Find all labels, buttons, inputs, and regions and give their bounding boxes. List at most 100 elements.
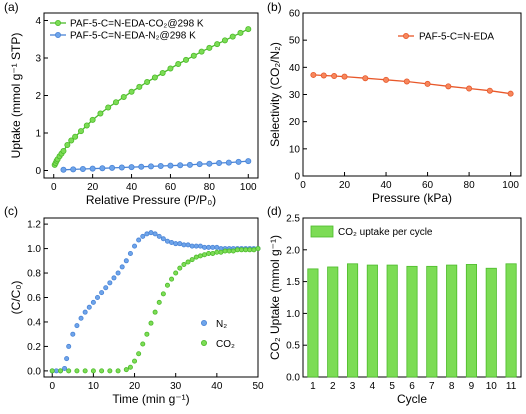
panel-label: (c) bbox=[4, 204, 18, 218]
data-point bbox=[77, 128, 84, 135]
bar bbox=[485, 267, 497, 378]
x-tick-label: 2 bbox=[330, 381, 336, 392]
data-point bbox=[136, 83, 143, 90]
data-point bbox=[214, 244, 220, 250]
data-point bbox=[90, 368, 96, 374]
data-point bbox=[181, 261, 187, 267]
data-point bbox=[185, 242, 191, 248]
y-tick-label: 2 bbox=[35, 91, 41, 102]
bar bbox=[307, 268, 319, 378]
data-point bbox=[235, 158, 242, 165]
data-point bbox=[229, 33, 236, 40]
data-point bbox=[189, 243, 195, 249]
x-tick-label: 40 bbox=[211, 381, 223, 392]
data-point bbox=[181, 242, 187, 248]
data-point bbox=[120, 94, 127, 101]
data-point bbox=[221, 37, 228, 44]
y-tick-label: 0.2 bbox=[27, 342, 41, 353]
data-point bbox=[173, 270, 179, 276]
bar bbox=[366, 264, 378, 378]
x-tick-label: 1 bbox=[310, 381, 316, 392]
y-tick-label: 0.6 bbox=[27, 293, 41, 304]
data-point bbox=[151, 74, 158, 81]
bar bbox=[327, 266, 339, 378]
data-point bbox=[201, 252, 207, 258]
data-point bbox=[206, 244, 212, 250]
data-point bbox=[445, 83, 452, 90]
x-axis-title: Relative Pressure (P/P₀) bbox=[86, 193, 216, 207]
data-point bbox=[148, 320, 154, 326]
data-point bbox=[144, 79, 151, 86]
data-point bbox=[214, 249, 220, 255]
bar bbox=[426, 265, 438, 378]
y-axis-title: Selectivity (CO₂/N₂) bbox=[268, 42, 282, 147]
data-point bbox=[486, 87, 493, 94]
data-point bbox=[53, 368, 59, 374]
data-point bbox=[132, 243, 138, 249]
bar bbox=[346, 263, 359, 378]
data-point bbox=[112, 99, 119, 106]
data-point bbox=[152, 309, 158, 315]
data-point bbox=[185, 259, 191, 265]
x-tick-label: 60 bbox=[422, 180, 434, 191]
y-tick-label: 20 bbox=[289, 117, 301, 128]
data-point bbox=[136, 237, 142, 243]
data-point bbox=[206, 160, 213, 167]
y-tick-label: 1.2 bbox=[27, 220, 41, 231]
data-point bbox=[111, 275, 117, 281]
data-point bbox=[118, 164, 125, 171]
data-point bbox=[64, 141, 71, 148]
data-point bbox=[466, 85, 473, 92]
data-point bbox=[144, 231, 150, 237]
y-tick-label: 0.4 bbox=[27, 317, 41, 328]
bar bbox=[505, 263, 517, 378]
x-tick-label: 5 bbox=[389, 381, 395, 392]
x-axis-title: Pressure (kPa) bbox=[372, 191, 452, 205]
x-tick-label: 4 bbox=[370, 381, 376, 392]
data-point bbox=[160, 291, 166, 297]
data-point bbox=[89, 116, 96, 123]
panel-label: (b) bbox=[267, 0, 282, 14]
bar bbox=[465, 264, 478, 378]
legend-label: CO₂ bbox=[216, 339, 235, 350]
data-point bbox=[177, 265, 183, 271]
y-tick-label: 10 bbox=[289, 144, 301, 155]
y-tick-label: 1.0 bbox=[27, 244, 41, 255]
y-tick-label: 4 bbox=[35, 16, 41, 27]
data-point bbox=[243, 247, 249, 253]
series-line bbox=[54, 28, 249, 166]
data-point bbox=[79, 165, 86, 172]
data-point bbox=[175, 61, 182, 68]
legend-marker bbox=[55, 32, 62, 39]
x-tick-label: 7 bbox=[429, 381, 435, 392]
data-point bbox=[89, 165, 96, 172]
panel-label: (d) bbox=[267, 204, 282, 218]
data-point bbox=[138, 163, 145, 170]
data-point bbox=[152, 231, 158, 237]
data-point bbox=[70, 166, 77, 173]
y-tick-label: 40 bbox=[289, 63, 301, 74]
y-tick-label: 2.5 bbox=[286, 214, 300, 225]
y-axis-title: Uptake (mmol g⁻¹ STP) bbox=[9, 33, 23, 159]
data-point bbox=[105, 104, 112, 111]
data-point bbox=[144, 331, 150, 337]
x-tick-label: 6 bbox=[409, 381, 415, 392]
data-point bbox=[97, 110, 104, 117]
data-point bbox=[66, 368, 72, 374]
x-axis-title: Cycle bbox=[397, 392, 427, 406]
data-point bbox=[119, 264, 125, 270]
plot-frame bbox=[43, 217, 259, 378]
data-point bbox=[64, 356, 70, 362]
y-tick-label: 3 bbox=[35, 54, 41, 65]
data-point bbox=[74, 323, 80, 329]
x-tick-label: 80 bbox=[204, 182, 216, 193]
data-point bbox=[320, 72, 327, 79]
y-tick-label: 30 bbox=[289, 90, 301, 101]
x-tick-label: 0 bbox=[49, 381, 55, 392]
data-point bbox=[83, 122, 90, 129]
x-tick-label: 80 bbox=[464, 180, 476, 191]
data-point bbox=[251, 247, 257, 253]
data-point bbox=[218, 249, 224, 255]
legend-marker bbox=[200, 339, 207, 346]
data-point bbox=[167, 65, 174, 72]
